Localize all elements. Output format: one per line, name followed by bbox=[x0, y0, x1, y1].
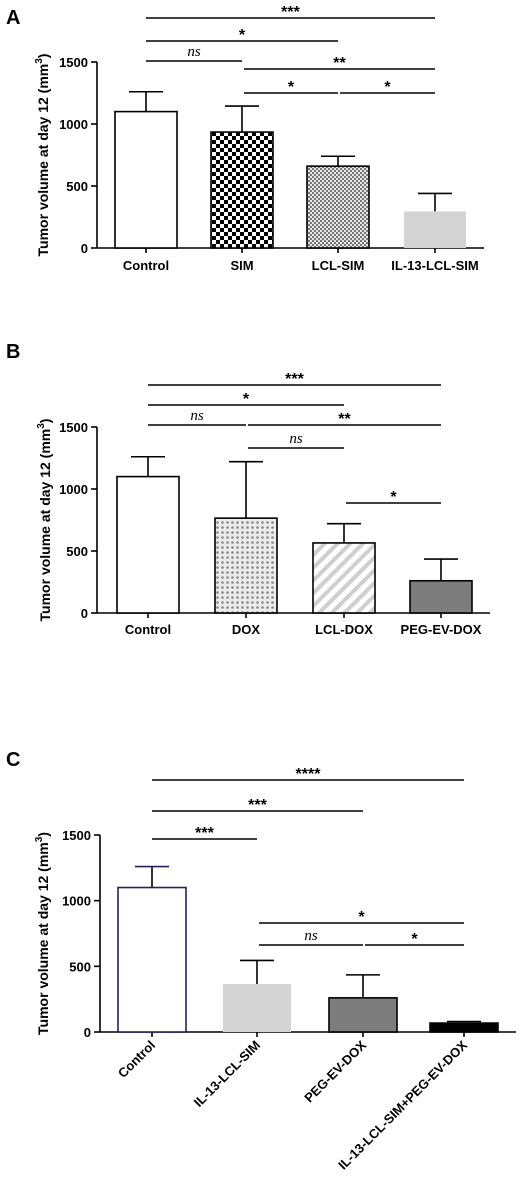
bar bbox=[210, 131, 274, 249]
panel-b-letter: B bbox=[6, 341, 20, 363]
x-tick-label: SIM bbox=[230, 258, 253, 273]
y-tick-label: 1000 bbox=[59, 117, 88, 132]
panel-b-significance: ****ns **ns* bbox=[148, 371, 441, 506]
significance-label: ns bbox=[304, 928, 318, 944]
significance-label: *** bbox=[248, 797, 267, 814]
bar bbox=[116, 475, 180, 614]
panel-a-bars bbox=[114, 90, 466, 249]
bar bbox=[117, 886, 187, 1033]
y-axis-title: Tumor volume at day 12 (mm3) bbox=[34, 832, 51, 1035]
bar bbox=[429, 1022, 499, 1033]
x-tick-label: LCL-DOX bbox=[315, 622, 373, 637]
panel-c-significance: ***********ns * bbox=[152, 766, 464, 948]
x-tick-label: Control bbox=[115, 1038, 158, 1081]
bar bbox=[306, 165, 370, 249]
significance-label: * bbox=[243, 391, 250, 408]
bar bbox=[223, 984, 291, 1032]
y-tick-label: 1500 bbox=[59, 55, 88, 70]
significance-label: * bbox=[411, 931, 418, 948]
significance-label: ** bbox=[333, 55, 346, 72]
y-axis-title: Tumor volume at day 12 (mm3) bbox=[36, 419, 53, 622]
bar bbox=[409, 579, 473, 614]
panel-b-labels: 0 500 1000 1500 Tumor volume at day 12 (mm3)… bbox=[36, 419, 482, 637]
y-tick-label: 1500 bbox=[62, 828, 91, 843]
significance-label: * bbox=[390, 489, 397, 506]
y-tick-label: 0 bbox=[81, 606, 88, 621]
x-tick-label: IL-13-LCL-SIM bbox=[191, 1038, 263, 1110]
panel-a-significance: ****ns*** * bbox=[146, 4, 435, 96]
y-tick-label: 0 bbox=[84, 1025, 91, 1040]
significance-label: **** bbox=[296, 766, 322, 783]
bar bbox=[114, 110, 178, 249]
significance-label: *** bbox=[195, 825, 214, 842]
bar bbox=[328, 997, 398, 1033]
y-tick-label: 500 bbox=[69, 959, 91, 974]
y-tick-label: 500 bbox=[66, 544, 88, 559]
x-tick-label: Control bbox=[123, 258, 169, 273]
x-tick-label: PEG-EV-DOX bbox=[301, 1037, 369, 1105]
x-tick-label: Control bbox=[125, 622, 171, 637]
significance-label: * bbox=[384, 79, 391, 96]
y-tick-label: 0 bbox=[81, 241, 88, 256]
panel-a-labels: 0 500 1000 1500 Tumor volume at day 12 (mm3)… bbox=[34, 54, 479, 273]
significance-label: * bbox=[358, 909, 365, 926]
x-tick-label: LCL-SIM bbox=[312, 258, 365, 273]
panel-a-letter: A bbox=[6, 7, 20, 29]
y-axis-title: Tumor volume at day 12 (mm3) bbox=[34, 54, 51, 257]
bar bbox=[312, 542, 376, 614]
significance-label: * bbox=[288, 79, 295, 96]
significance-label: ns bbox=[187, 44, 201, 60]
bar bbox=[404, 211, 466, 248]
panel-c-letter: C bbox=[6, 749, 20, 771]
panel-c-bars bbox=[117, 865, 499, 1033]
significance-label: ns bbox=[190, 408, 204, 424]
bar bbox=[214, 517, 278, 614]
significance-label: *** bbox=[285, 371, 304, 388]
y-tick-label: 1000 bbox=[62, 894, 91, 909]
x-tick-label: DOX bbox=[232, 622, 261, 637]
y-tick-label: 500 bbox=[66, 179, 88, 194]
significance-label: * bbox=[239, 27, 246, 44]
y-tick-label: 1000 bbox=[59, 482, 88, 497]
panel-b-bars bbox=[116, 455, 473, 614]
y-tick-label: 1500 bbox=[59, 420, 88, 435]
significance-label: *** bbox=[281, 4, 300, 21]
significance-label: ** bbox=[338, 411, 351, 428]
significance-label: ns bbox=[289, 431, 303, 447]
x-tick-label: PEG-EV-DOX bbox=[401, 622, 482, 637]
x-tick-label: IL-13-LCL-SIM bbox=[391, 258, 478, 273]
